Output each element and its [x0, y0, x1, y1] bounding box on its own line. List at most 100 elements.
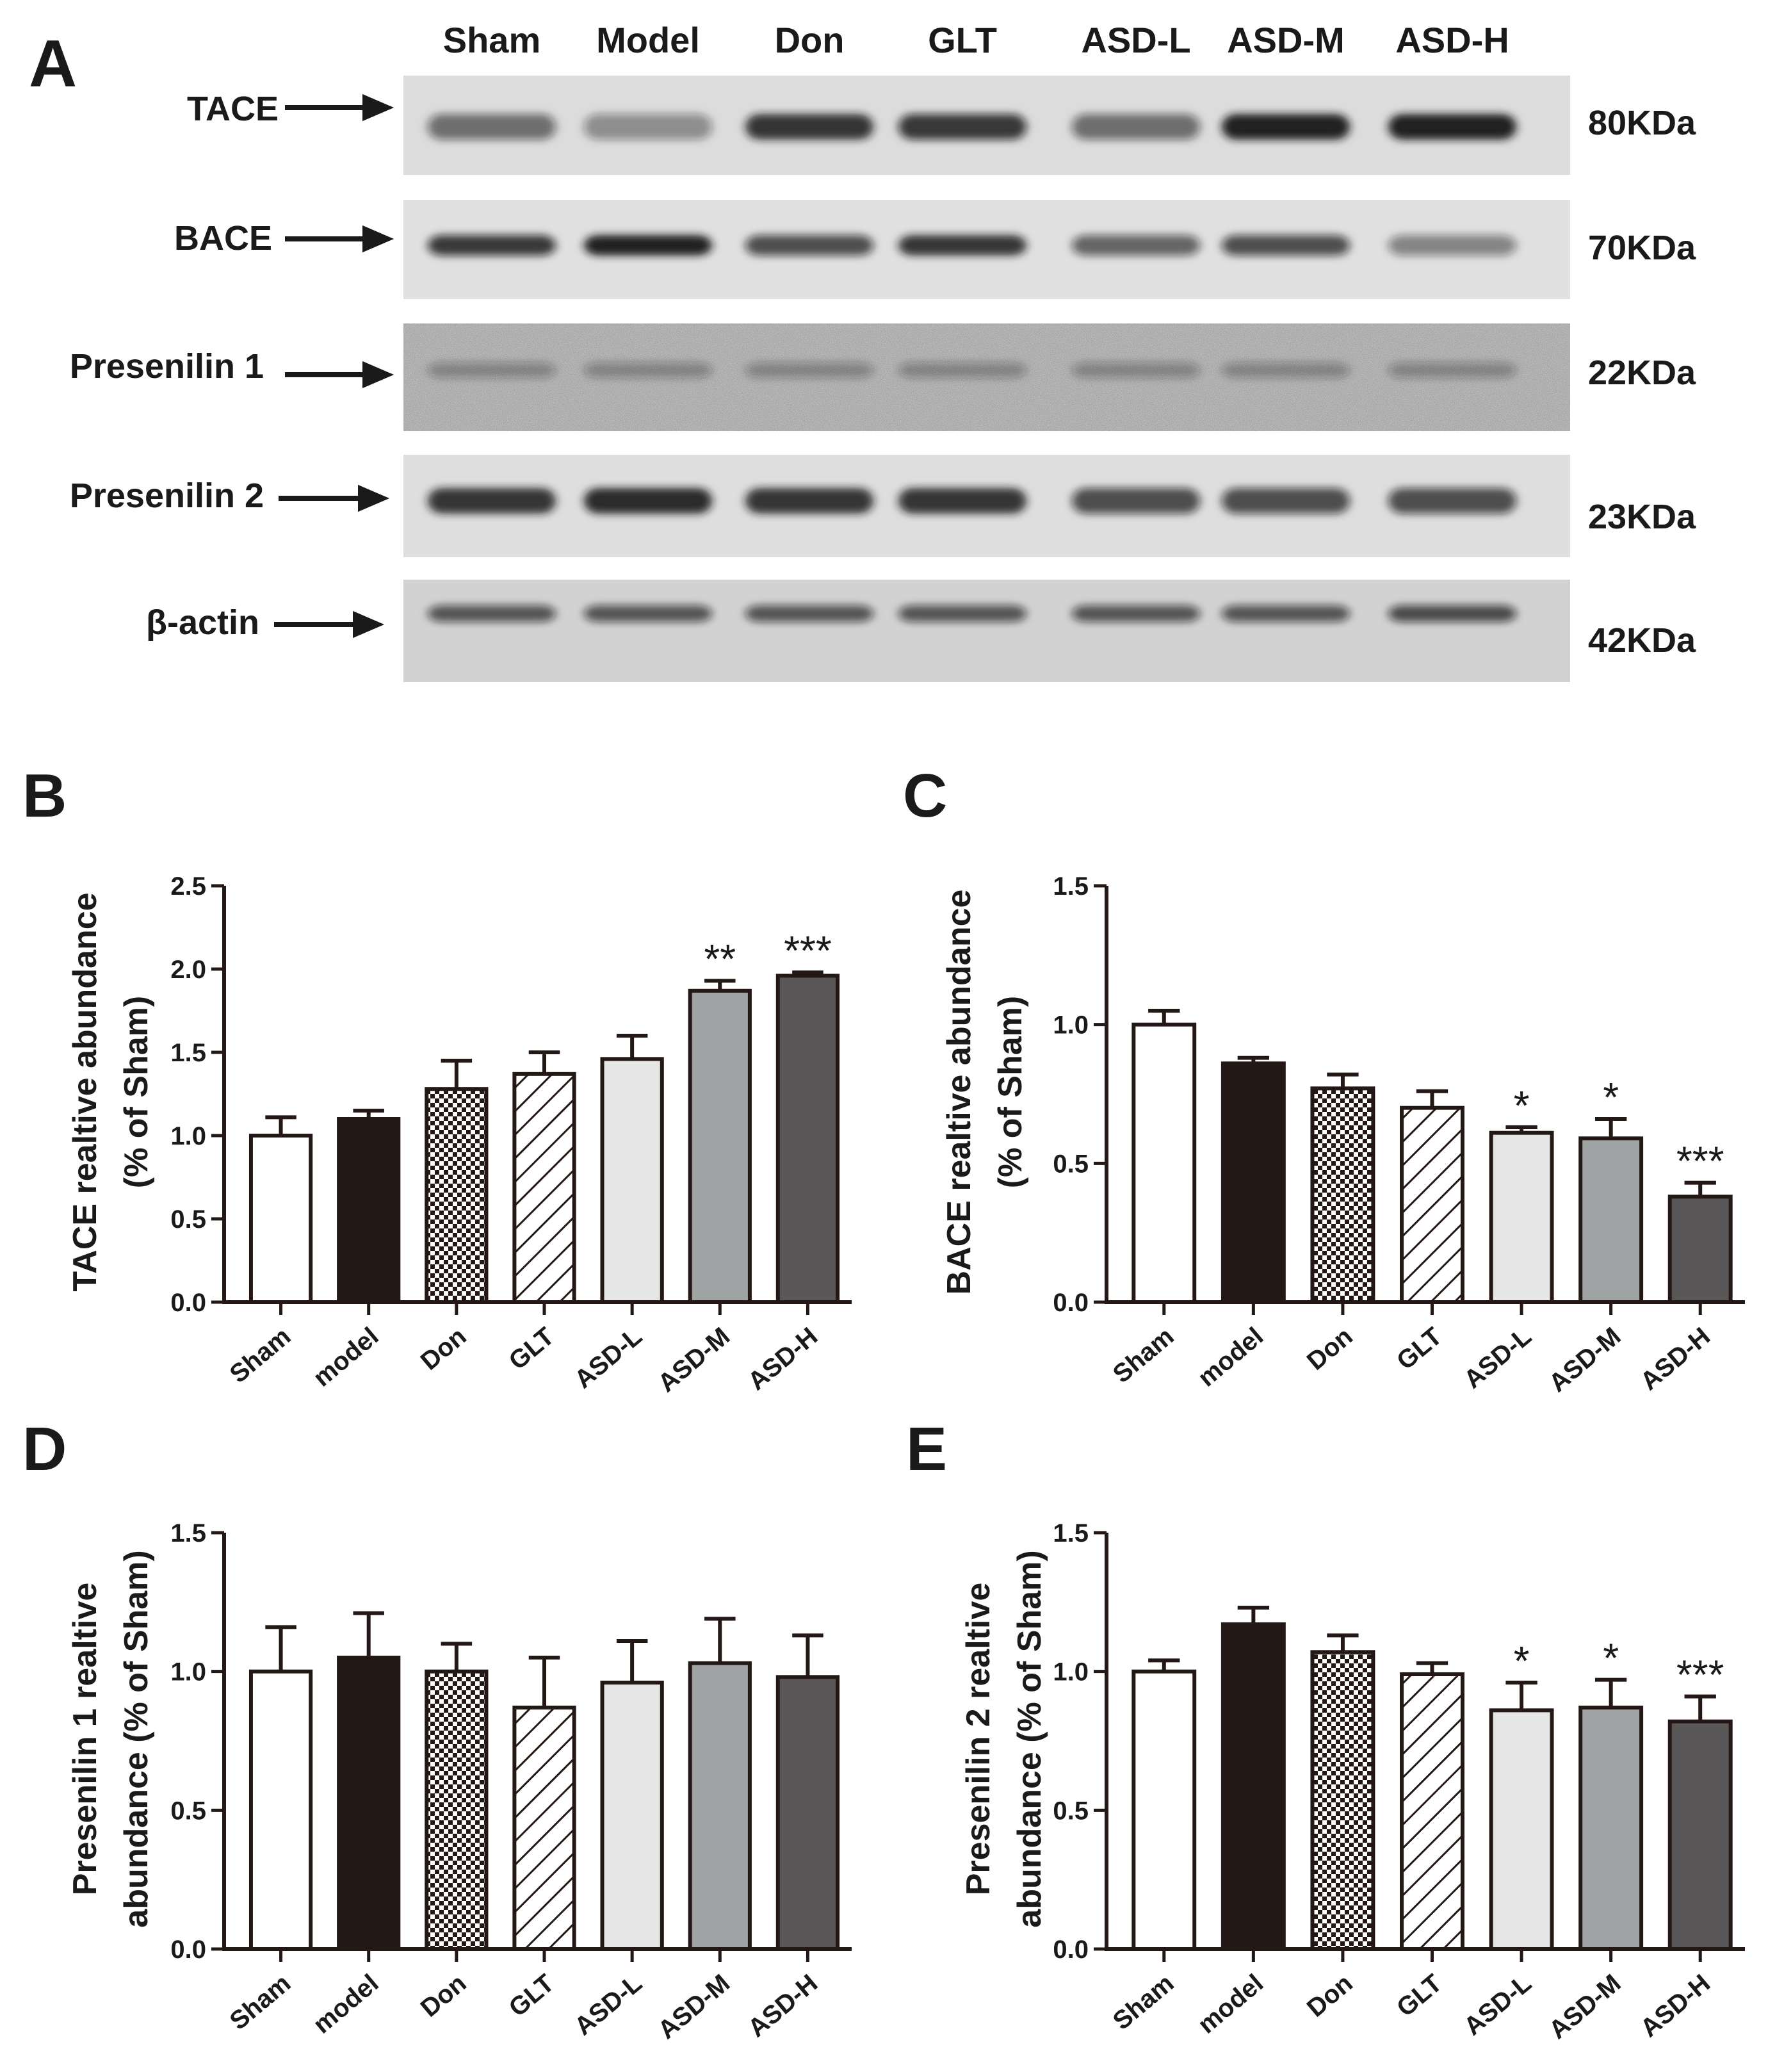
panel-d-letter: D [22, 1415, 67, 1483]
lane-headers: Sham Model Don GLT ASD-L ASD-M ASD-H [443, 20, 1509, 60]
x-tick-label: ASD-H [743, 1969, 823, 2043]
chart-presenilin-1: 0.0 0.5 1.0 1.5 Presenilin 1 realtive abundan… [67, 1519, 852, 2044]
bar-asd-h [1667, 1719, 1733, 1952]
size-label-tace: 80KDa [1588, 104, 1696, 142]
y-axis-label: abundance (% of Sham) [1011, 1550, 1048, 1927]
significance-marker: *** [784, 927, 832, 974]
blot-band [1222, 235, 1350, 256]
blot-band [428, 488, 556, 514]
x-tick-label: ASD-L [569, 1322, 647, 1394]
y-axis-label: TACE realtive abundance [67, 892, 104, 1291]
significance-marker: ** [704, 936, 736, 982]
panel-e-letter: E [906, 1415, 947, 1483]
x-tick-label: Sham [225, 1969, 296, 2035]
bar-model [1221, 1622, 1286, 1951]
x-tick-label: Don [416, 1969, 472, 2023]
x-tick-label: ASD-M [1544, 1322, 1626, 1398]
x-tick-label: model [308, 1322, 384, 1392]
bar-glt [512, 1072, 576, 1305]
size-label-presenilin-2: 23KDa [1588, 498, 1696, 536]
bar-don [425, 1669, 489, 1952]
blot-arrows [274, 94, 394, 639]
chart-bace: 0.0 0.5 1.0 1.5 BACE realtive abundance (% of… [941, 872, 1745, 1398]
blot-band [1222, 605, 1350, 622]
blot-band [898, 488, 1026, 514]
y-tick-label: 1.0 [170, 1122, 206, 1150]
x-tick-label: model [308, 1969, 384, 2039]
x-tick-label: Sham [1108, 1969, 1180, 2035]
panel-c: C 0.0 0.5 1.0 1.5 BACE realtive abundance (% … [903, 762, 1745, 1398]
blot-band [745, 114, 873, 140]
blot-band [428, 605, 556, 622]
protein-label-presenilin-1: Presenilin 1 [70, 347, 264, 386]
blot-strip-beta-actin [403, 580, 1570, 682]
arrow-icon [274, 610, 385, 639]
chart-presenilin-2: 0.0 0.5 1.0 1.5 Presenilin 2 realtive abundan… [960, 1519, 1745, 2044]
blot-band [584, 235, 712, 256]
panel-c-letter: C [903, 762, 947, 830]
x-tick-label: GLT [504, 1969, 560, 2022]
y-tick-label: 1.0 [170, 1658, 206, 1686]
y-tick-label: 1.5 [170, 1039, 206, 1067]
lane-label-asd-m: ASD-M [1227, 20, 1345, 60]
blot-band [1388, 114, 1516, 140]
bar-asd-m [688, 1661, 752, 1952]
blot-band [1072, 114, 1200, 140]
blot-band [1072, 235, 1200, 256]
bar-asd-m [688, 988, 752, 1305]
bar-sham [1131, 1669, 1197, 1952]
blot-band [1072, 363, 1200, 378]
lane-label-model: Model [596, 20, 700, 60]
bar-sham [248, 1669, 313, 1952]
y-axis-label: Presenilin 1 realtive [67, 1583, 104, 1896]
lane-label-asd-l: ASD-L [1081, 20, 1190, 60]
y-tick-label: 0.5 [170, 1797, 206, 1825]
x-tick-label: ASD-H [1635, 1322, 1715, 1396]
y-tick-label: 1.5 [1053, 872, 1089, 901]
y-axis-label: abundance (% of Sham) [118, 1550, 155, 1927]
x-tick-label: ASD-M [1544, 1969, 1626, 2044]
x-tick-label: ASD-L [1459, 1969, 1537, 2041]
y-tick-label: 1.5 [1053, 1519, 1089, 1547]
y-axis-label: (% of Sham) [118, 996, 155, 1188]
panel-b: B 0.0 0.5 1.0 1.5 2.0 2.5 TACE realtive abunda… [22, 762, 852, 1398]
blot-strips [403, 76, 1570, 682]
panel-a: A Sham Model Don GLT ASD-L ASD-M ASD-H T… [29, 20, 1696, 682]
bar-asd-m [1578, 1136, 1644, 1305]
x-tick-label: ASD-L [569, 1969, 647, 2041]
blot-band [584, 363, 712, 378]
bar-asd-h [1667, 1195, 1733, 1305]
size-label-bace: 70KDa [1588, 229, 1696, 267]
bar-don [1310, 1650, 1375, 1951]
blot-band [428, 114, 556, 140]
bar-don [425, 1087, 489, 1304]
protein-label-tace: TACE [187, 90, 279, 128]
bar-model [1221, 1061, 1286, 1305]
blot-band [1222, 363, 1350, 378]
lane-label-sham: Sham [443, 20, 541, 60]
y-tick-label: 1.5 [170, 1519, 206, 1547]
significance-marker: * [1514, 1082, 1530, 1129]
protein-label-bace: BACE [174, 219, 272, 257]
y-tick-label: 0.5 [1053, 1797, 1089, 1825]
arrow-icon [285, 361, 394, 389]
size-label-beta-actin: 42KDa [1588, 621, 1696, 660]
panel-d: D 0.0 0.5 1.0 1.5 Presenilin 1 realtive abund… [22, 1415, 852, 2044]
x-tick-label: ASD-L [1459, 1322, 1537, 1394]
x-tick-label: Don [1302, 1969, 1358, 2023]
blot-band [745, 605, 873, 622]
blot-band [1388, 488, 1516, 514]
y-tick-label: 0.0 [170, 1936, 206, 1964]
blot-band [584, 605, 712, 622]
bar-sham [1131, 1022, 1197, 1304]
bar-asd-l [1489, 1708, 1554, 1951]
blot-band [745, 488, 873, 514]
bar-asd-l [600, 1057, 664, 1305]
x-tick-label: model [1193, 1969, 1269, 2039]
bar-glt [512, 1706, 576, 1951]
blot-band [745, 363, 873, 378]
y-tick-label: 1.0 [1053, 1011, 1089, 1040]
blot-band [1388, 605, 1516, 622]
x-tick-label: Sham [1108, 1322, 1180, 1389]
